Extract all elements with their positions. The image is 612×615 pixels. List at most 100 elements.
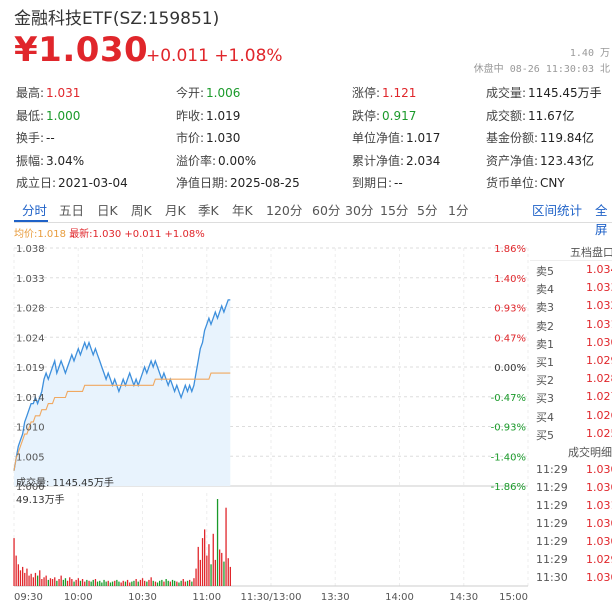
tab-8[interactable]: 60分 bbox=[312, 203, 341, 218]
range-stats-link[interactable]: 区间统计 bbox=[532, 203, 583, 218]
price-area bbox=[14, 299, 231, 486]
volume-bar bbox=[186, 580, 189, 586]
stat-value: 2.034 bbox=[406, 153, 441, 168]
order-book-price: 1.025 bbox=[586, 426, 612, 440]
volume-bar bbox=[159, 580, 161, 586]
volume-bar bbox=[176, 581, 178, 586]
intraday-chart[interactable]: 1.038 1.033 1.028 1.024 1.019 1.014 1.010 1.005… bbox=[0, 238, 530, 615]
volume-bar bbox=[105, 581, 107, 586]
y-tick-label: 1.038 bbox=[16, 244, 45, 255]
volume-bar bbox=[135, 579, 137, 586]
stat-value: 1145.45万手 bbox=[528, 86, 602, 100]
volume-bar bbox=[30, 573, 32, 586]
tab-9[interactable]: 30分 bbox=[345, 203, 374, 218]
trade-price: 1.029 bbox=[586, 553, 612, 566]
volume-bar bbox=[43, 577, 45, 586]
volume-bar bbox=[13, 538, 15, 586]
volume-bar bbox=[133, 580, 135, 586]
volume-bar bbox=[62, 579, 64, 586]
order-book-row: 买5 1.025 bbox=[536, 427, 612, 445]
stat-item: 最高: 1.031 bbox=[16, 84, 80, 101]
volume-bar bbox=[47, 579, 49, 586]
volume-bar bbox=[122, 580, 124, 586]
tab-7[interactable]: 120分 bbox=[266, 203, 303, 218]
volume-bar bbox=[90, 581, 92, 586]
order-book-price: 1.026 bbox=[586, 408, 612, 422]
order-book-row: 买4 1.026 bbox=[536, 409, 612, 427]
pct-tick-label: -0.47% bbox=[491, 393, 526, 404]
tab-6[interactable]: 年K bbox=[232, 203, 253, 218]
trade-time: 11:29 bbox=[536, 553, 568, 566]
volume-bar bbox=[118, 581, 120, 586]
stat-value: 1.017 bbox=[406, 131, 441, 145]
stat-value: -- bbox=[46, 131, 55, 145]
stat-label: 到期日: bbox=[352, 176, 393, 190]
stat-label: 溢价率: bbox=[176, 153, 217, 168]
volume-bar bbox=[169, 581, 171, 586]
stat-label: 振幅: bbox=[16, 153, 45, 168]
stat-item: 市价: 1.030 bbox=[176, 129, 240, 146]
volume-bar bbox=[64, 578, 67, 586]
volume-bar bbox=[154, 581, 157, 586]
tab-0[interactable]: 分时 bbox=[22, 203, 48, 218]
volume-bar bbox=[41, 579, 43, 586]
stat-label: 昨收: bbox=[176, 108, 205, 123]
panel-divider bbox=[530, 260, 612, 261]
period-tabs: 分时 五日 日K 周K 月K 季K 年K 120分 60分 30分 15分 5分 1分 区间统计 全屏 bbox=[14, 198, 612, 237]
volume-bar bbox=[148, 579, 150, 586]
volume-bar bbox=[101, 582, 103, 586]
tab-1[interactable]: 五日 bbox=[59, 203, 85, 218]
stat-value: 1.019 bbox=[206, 108, 241, 123]
pct-tick-label: 1.86% bbox=[494, 244, 526, 255]
volume-bar bbox=[34, 572, 37, 586]
tab-10[interactable]: 15分 bbox=[380, 203, 409, 218]
stat-item: 成立日: 2021-03-04 bbox=[16, 174, 128, 191]
volume-bar bbox=[56, 580, 58, 586]
stat-value: 0.917 bbox=[382, 108, 417, 123]
volume-bar bbox=[152, 580, 154, 586]
volume-bar bbox=[171, 579, 174, 586]
latest-price-legend: 最新:1.030 +0.011 +1.08% bbox=[69, 229, 205, 240]
volume-bar bbox=[116, 579, 118, 586]
stat-item: 累计净值: 2.034 bbox=[352, 152, 440, 169]
order-book-price: 1.029 bbox=[586, 354, 612, 367]
volume-bar bbox=[216, 499, 219, 586]
volume-bar bbox=[131, 581, 133, 586]
fullscreen-link[interactable]: 全屏 bbox=[595, 203, 608, 237]
volume-bar bbox=[163, 581, 165, 586]
stats-row: 振幅: 3.04% 溢价率: 0.00% 累计净值: 2.034 资产净值: 123.43亿 bbox=[16, 152, 612, 175]
stat-item: 成交额: 11.67亿 bbox=[486, 107, 574, 124]
stat-value: 0.00% bbox=[218, 153, 257, 168]
volume-bar bbox=[79, 580, 82, 586]
volume-bar bbox=[165, 579, 167, 586]
stat-value: 11.67亿 bbox=[528, 108, 575, 123]
tab-3[interactable]: 周K bbox=[131, 203, 152, 218]
volume-bar bbox=[178, 582, 180, 586]
pct-tick-label: 0.00% bbox=[494, 363, 526, 374]
market-status: 休盘中 08-26 11:30:03 北 bbox=[473, 64, 610, 75]
volume-bar bbox=[204, 529, 206, 586]
volume-bar bbox=[24, 572, 26, 586]
stat-item: 溢价率: 0.00% bbox=[176, 152, 256, 169]
y-tick-label: 1.033 bbox=[16, 274, 45, 285]
tab-12[interactable]: 1分 bbox=[448, 203, 469, 218]
volume-bar bbox=[129, 582, 131, 586]
current-price: ¥1.030 bbox=[14, 30, 149, 70]
tab-2[interactable]: 日K bbox=[97, 203, 118, 218]
stats-row: 换手: -- 市价: 1.030 单位净值: 1.017 基金份额: 119.84亿 bbox=[16, 129, 612, 152]
x-tick-label: 13:30 bbox=[321, 592, 350, 603]
trade-time: 11:29 bbox=[536, 499, 568, 512]
stats-grid: 最高: 1.031 今开: 1.006 涨停: 1.121 成交量: 1145.45万手 最低:… bbox=[16, 84, 612, 197]
tab-5[interactable]: 季K bbox=[198, 203, 219, 218]
tab-11[interactable]: 5分 bbox=[417, 203, 438, 218]
tab-4[interactable]: 月K bbox=[165, 203, 186, 218]
x-tick-label: 09:30 bbox=[14, 592, 43, 603]
order-book-level: 买4 bbox=[536, 410, 554, 424]
y-tick-label: 1.010 bbox=[16, 423, 45, 434]
stat-item: 跌停: 0.917 bbox=[352, 107, 416, 124]
stat-value: 1.121 bbox=[382, 86, 417, 100]
x-tick-label: 11:00 bbox=[192, 592, 221, 603]
stat-value: 1.006 bbox=[206, 86, 241, 100]
volume-bar bbox=[37, 575, 39, 586]
avg-line bbox=[13, 372, 231, 471]
